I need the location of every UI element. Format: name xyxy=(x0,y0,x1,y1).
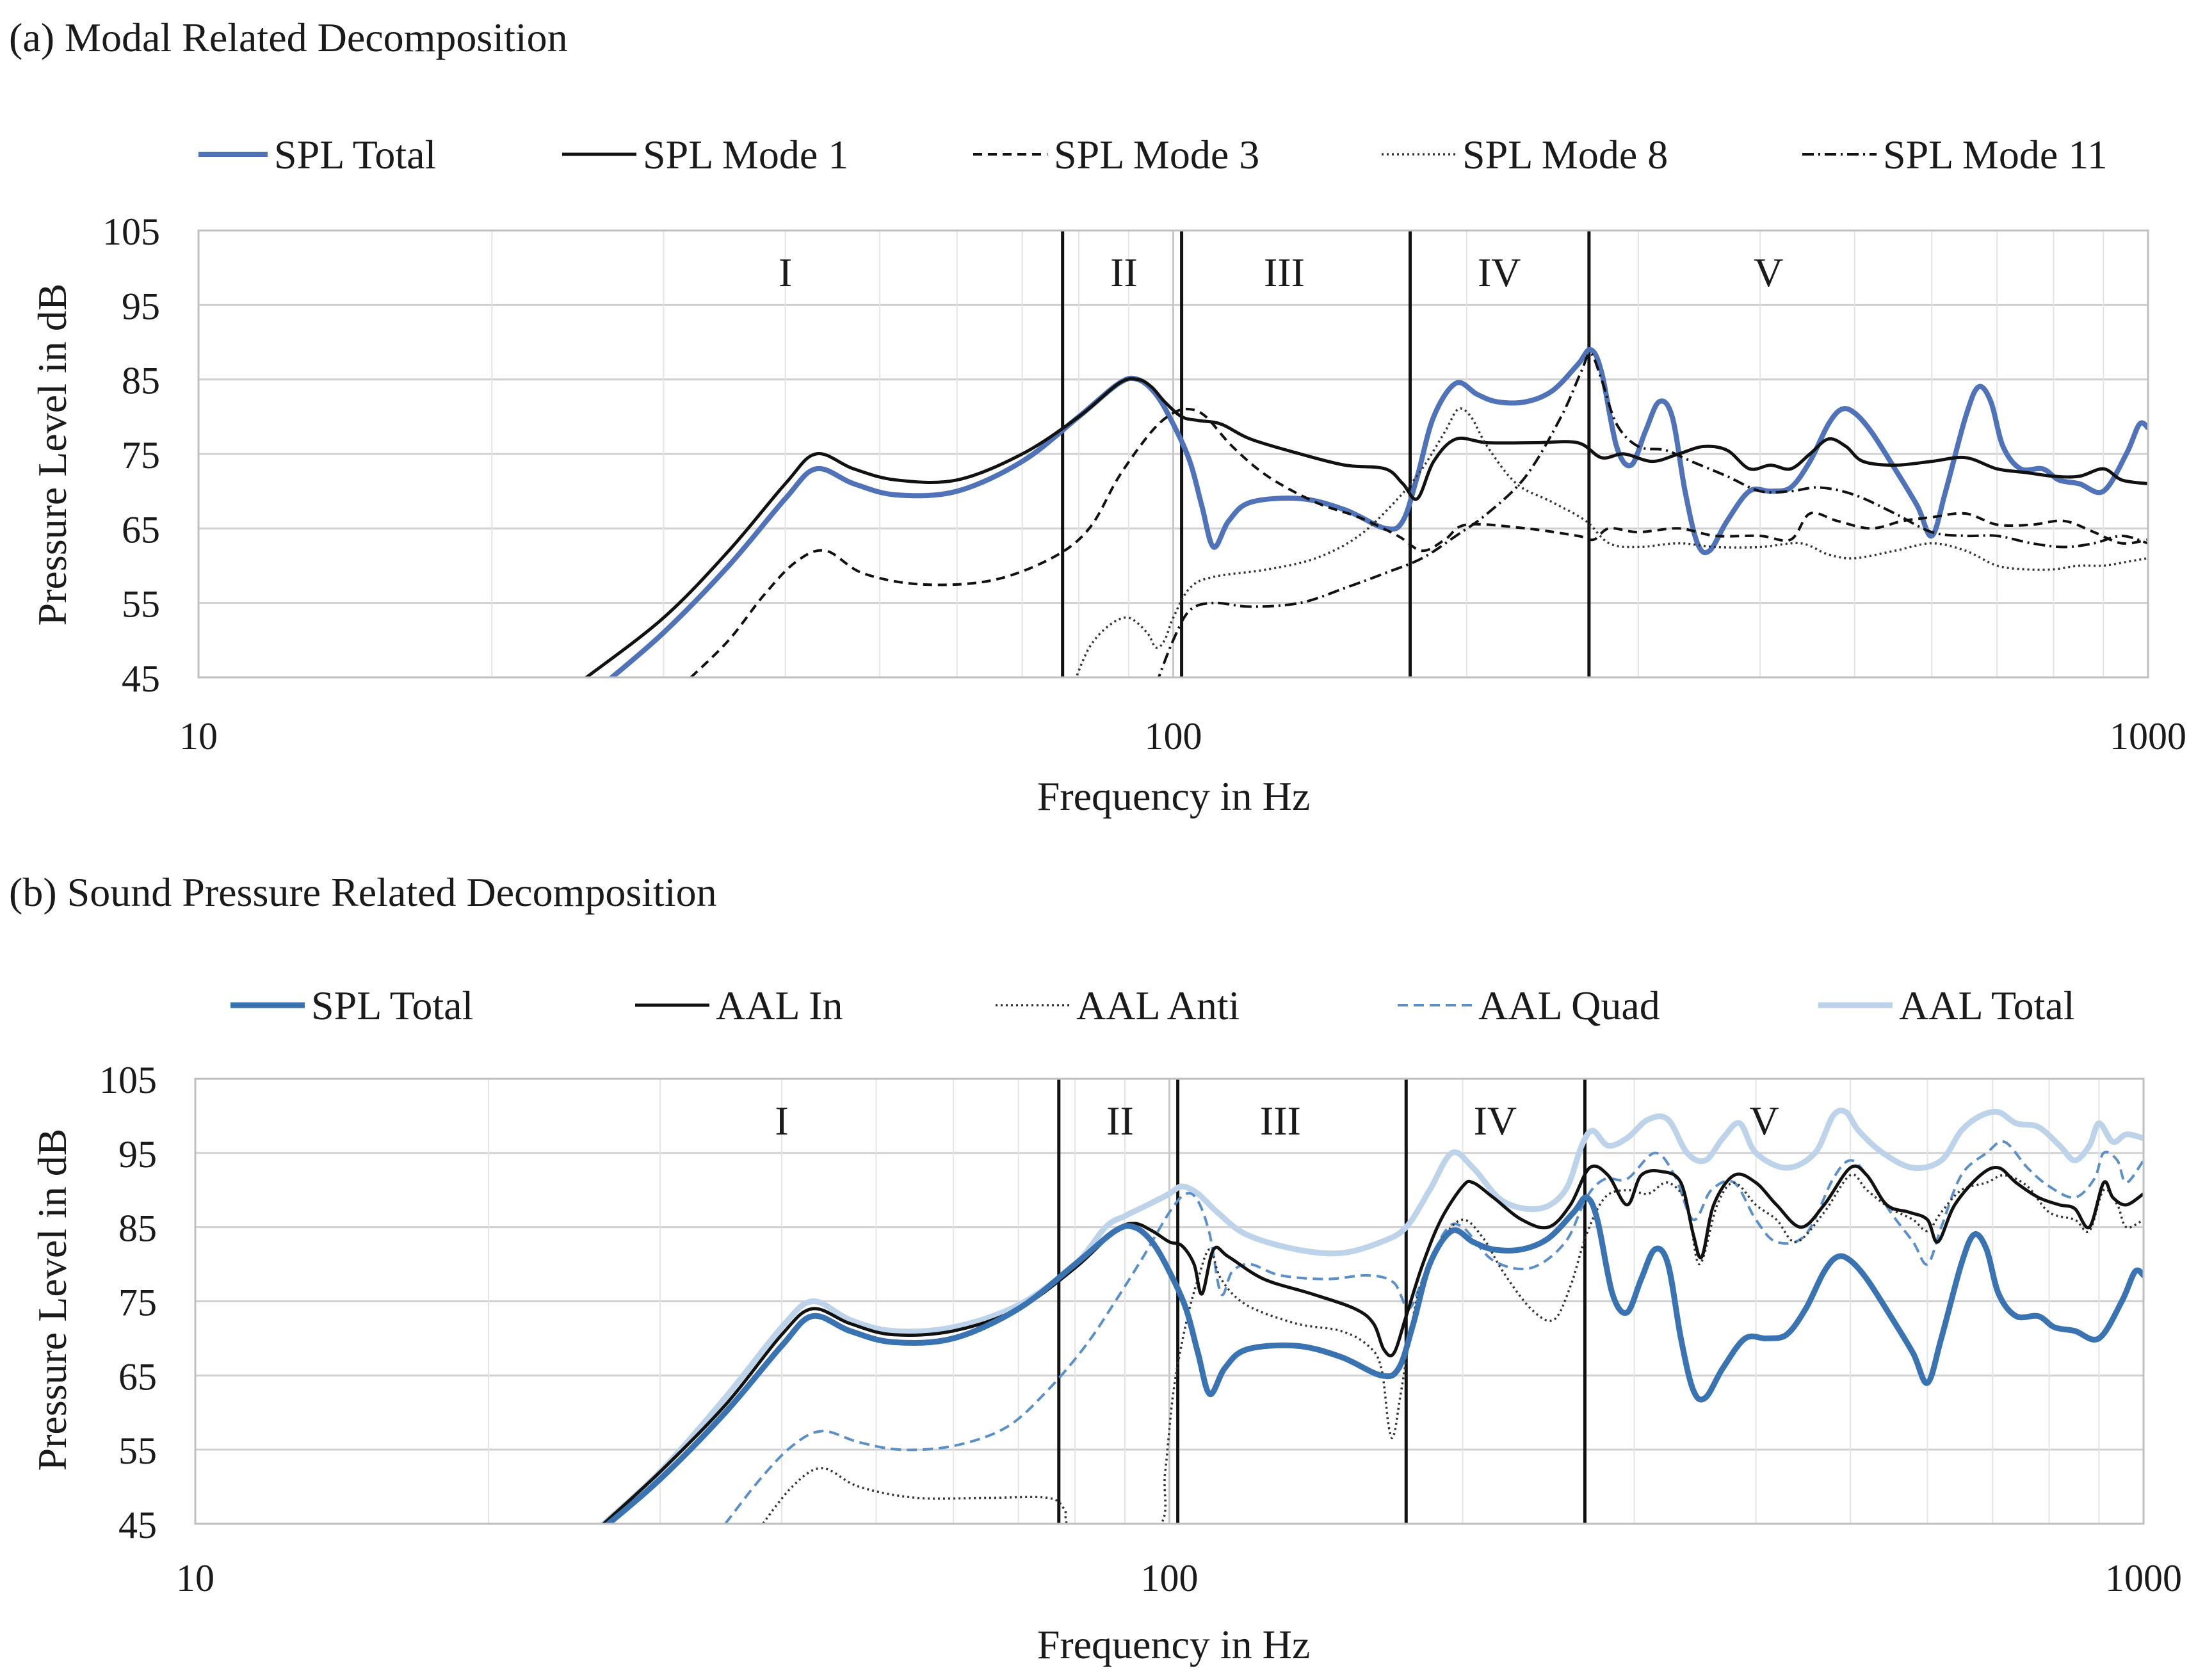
panel-a-legend: SPL Total SPL Mode 1 SPL Mode 3 SPL Mode 8 S… xyxy=(198,132,2108,177)
panel-b-region-label-iv: IV xyxy=(1474,1098,1517,1143)
panel-a-legend-item-spl-mode-3: SPL Mode 3 xyxy=(973,132,1259,177)
panel-b-legend-label-aal-quad: AAL Quad xyxy=(1478,983,1660,1028)
panel-b-x-tick-labels: 10 100 1000 xyxy=(176,1557,2182,1599)
panel-a-series-spl-total xyxy=(608,347,2148,677)
panel-b-series xyxy=(599,1107,2144,1524)
panel-b-legend-item-aal-anti: AAL Anti xyxy=(996,983,1240,1028)
panel-a-x-tick-1000: 1000 xyxy=(2110,715,2186,757)
panel-a-legend-item-spl-mode-11: SPL Mode 11 xyxy=(1802,132,2108,177)
panel-a-legend-item-spl-mode-8: SPL Mode 8 xyxy=(1382,132,1668,177)
panel-a-y-tick-105: 105 xyxy=(102,211,160,253)
panel-b-legend-item-spl-total: SPL Total xyxy=(230,983,473,1028)
panel-b-legend-label-aal-anti: AAL Anti xyxy=(1076,983,1240,1028)
panel-a-x-tick-100: 100 xyxy=(1145,715,1202,757)
panel-b-series-spl-total xyxy=(604,1194,2144,1524)
panel-b-legend-item-aal-total: AAL Total xyxy=(1818,983,2075,1028)
panel-b-y-tick-65: 65 xyxy=(118,1355,157,1398)
panel-a-y-tick-75: 75 xyxy=(122,434,160,476)
panel-a-region-label-iv: IV xyxy=(1478,250,1521,295)
panel-b-legend-label-aal-in: AAL In xyxy=(716,983,843,1028)
panel-a-legend-label-spl-mode-8: SPL Mode 8 xyxy=(1462,132,1668,177)
panel-b-x-tick-10: 10 xyxy=(176,1557,214,1599)
panel-b-y-tick-95: 95 xyxy=(118,1133,157,1175)
panel-a-legend-item-spl-total: SPL Total xyxy=(198,132,436,177)
panel-a-x-axis-label: Frequency in Hz xyxy=(1037,773,1311,819)
panel-a-y-axis-label: Pressure Level in dB xyxy=(29,284,75,626)
panel-a-series-spl-mode-1 xyxy=(585,377,2148,677)
panel-a-x-tick-10: 10 xyxy=(179,715,218,757)
panel-b-y-tick-55: 55 xyxy=(118,1430,157,1472)
panel-b-legend-label-spl-total: SPL Total xyxy=(311,983,473,1028)
panel-a-y-tick-45: 45 xyxy=(122,658,160,700)
panel-a-series xyxy=(585,347,2148,677)
panel-b-plot-frame xyxy=(194,1078,2145,1525)
panel-b-y-tick-85: 85 xyxy=(118,1208,157,1250)
panel-a-series-spl-mode-3 xyxy=(690,407,2148,677)
panel-a-legend-label-spl-total: SPL Total xyxy=(274,132,436,177)
panel-b-legend-item-aal-in: AAL In xyxy=(635,983,843,1028)
panel-a-region-label-v: V xyxy=(1754,250,1783,295)
panel-b-region-label-ii: II xyxy=(1106,1098,1134,1143)
panel-b-title: (b) Sound Pressure Related Decomposition xyxy=(9,869,717,915)
panel-a-y-tick-65: 65 xyxy=(122,508,160,551)
panel-a-series-spl-mode-11 xyxy=(1157,351,2148,677)
panel-b-region-label-iii: III xyxy=(1260,1098,1301,1143)
panel-b-grid xyxy=(194,1078,2145,1525)
panel-a-plot-frame xyxy=(197,229,2149,679)
panel-a-legend-item-spl-mode-1: SPL Mode 1 xyxy=(562,132,848,177)
panel-b-legend-label-aal-total: AAL Total xyxy=(1899,983,2075,1028)
panel-a-y-tick-55: 55 xyxy=(122,583,160,626)
panel-a-region-label-iii: III xyxy=(1264,250,1305,295)
panel-b-x-axis-label: Frequency in Hz xyxy=(1037,1622,1311,1667)
panel-b-legend-item-aal-quad: AAL Quad xyxy=(1398,983,1660,1028)
panel-b-sound-pressure-decomposition: (b) Sound Pressure Related Decomposition… xyxy=(9,869,2182,1667)
panel-a-y-tick-95: 95 xyxy=(122,285,160,327)
panel-b-y-tick-75: 75 xyxy=(118,1282,157,1324)
panel-a-grid xyxy=(197,229,2149,679)
panel-a-title: (a) Modal Related Decomposition xyxy=(9,15,568,60)
panel-b-x-tick-100: 100 xyxy=(1141,1557,1199,1599)
panel-a-y-tick-85: 85 xyxy=(122,360,160,402)
panel-b-y-tick-labels: 45 55 65 75 85 95 105 xyxy=(99,1059,157,1546)
panel-a-legend-label-spl-mode-1: SPL Mode 1 xyxy=(643,132,848,177)
panel-a-region-label-ii: II xyxy=(1110,250,1138,295)
panel-a-modal-decomposition: (a) Modal Related Decomposition SPL Tota… xyxy=(9,15,2186,819)
panel-b-y-tick-105: 105 xyxy=(99,1059,157,1101)
panel-b-region-label-i: I xyxy=(775,1098,788,1143)
panel-a-legend-label-spl-mode-11: SPL Mode 11 xyxy=(1883,132,2108,177)
panel-b-series-aal-total xyxy=(599,1107,2144,1524)
panel-a-region-lines: I II III IV V xyxy=(779,230,1783,677)
panel-a-region-label-i: I xyxy=(779,250,792,295)
panel-b-region-label-v: V xyxy=(1750,1098,1779,1143)
panel-b-y-tick-45: 45 xyxy=(118,1504,157,1546)
panel-b-y-axis-label: Pressure Level in dB xyxy=(29,1129,75,1471)
panel-b-legend: SPL Total AAL In AAL Anti AAL Quad AAL Total xyxy=(230,983,2075,1028)
panel-a-x-tick-labels: 10 100 1000 xyxy=(179,715,2186,757)
panel-a-y-tick-labels: 45 55 65 75 85 95 105 xyxy=(102,211,160,700)
panel-b-series-aal-quad xyxy=(724,1140,2144,1524)
panel-a-legend-label-spl-mode-3: SPL Mode 3 xyxy=(1054,132,1259,177)
panel-b-region-lines: I II III IV V xyxy=(775,1079,1779,1524)
panel-b-x-tick-1000: 1000 xyxy=(2105,1557,2182,1599)
